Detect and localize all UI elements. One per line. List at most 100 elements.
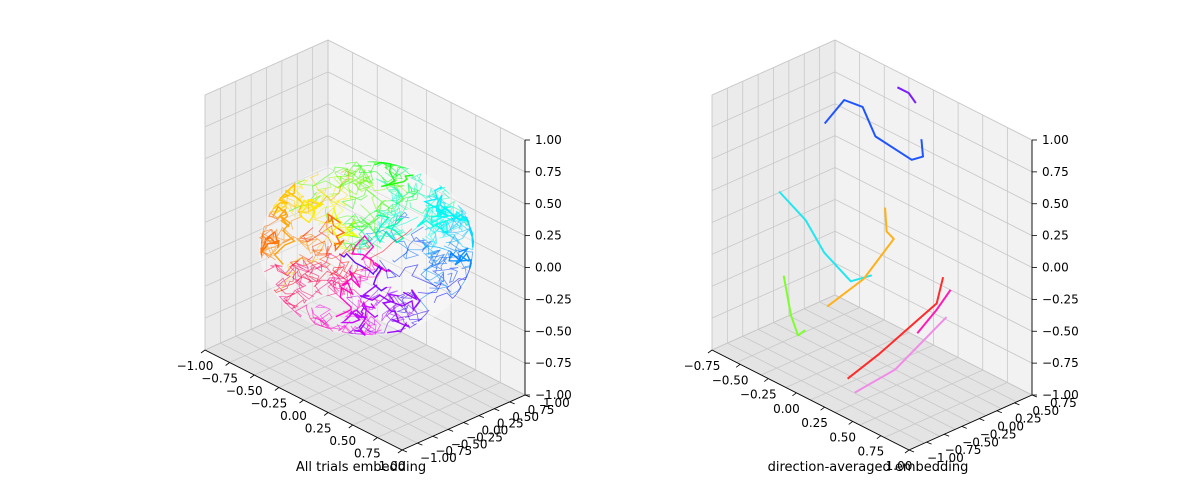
z-tick-label: 0.00	[1042, 261, 1069, 275]
trial-trajectory	[358, 209, 396, 250]
trial-trajectory	[435, 208, 452, 239]
trial-trajectory	[309, 228, 413, 281]
x-tick-label: 0.50	[829, 430, 856, 444]
x-tick	[876, 435, 882, 440]
grid-left-z	[204, 71, 329, 128]
trial-trajectory	[393, 182, 420, 206]
x-tick-label: 0.00	[773, 402, 800, 416]
trial-trajectory	[272, 186, 316, 213]
trial-trajectory	[389, 182, 437, 213]
trial-trajectory	[304, 196, 355, 219]
z-tick-label: −0.25	[1042, 292, 1079, 306]
trial-trajectory	[312, 185, 349, 229]
trial-trajectory	[424, 201, 454, 245]
y-tick	[943, 433, 950, 437]
x-tick-label: 1.00	[886, 459, 913, 473]
x-tick	[200, 349, 206, 354]
caption-all-trials: All trials embedding	[296, 460, 426, 475]
trial-trajectory	[345, 286, 392, 326]
grid-floor-x	[327, 357, 452, 413]
trial-trajectory	[273, 260, 303, 293]
trial-trajectory	[430, 249, 461, 269]
y-tick-label: 0.25	[1015, 412, 1042, 426]
trial-trajectory	[329, 243, 359, 277]
y-tick-label: 0.75	[1050, 396, 1077, 410]
trial-trajectory	[326, 264, 382, 297]
y-tick	[463, 422, 469, 425]
trial-trajectory	[291, 270, 351, 298]
x-tick-label: 0.25	[801, 416, 828, 430]
x-tick-label: 0.50	[329, 434, 356, 448]
x-tick	[792, 392, 797, 397]
trial-trajectory	[274, 226, 325, 256]
y-tick-label: −0.50	[962, 435, 999, 449]
x-tick	[848, 421, 853, 425]
series-line	[896, 86, 917, 104]
x-tick-label: −0.25	[740, 388, 777, 402]
x-tick	[250, 374, 255, 379]
x-tick-label: 1.00	[379, 459, 406, 473]
grid-floor-y	[819, 301, 1017, 403]
y-tick	[979, 418, 985, 421]
y-tick-label: 0.50	[1032, 404, 1059, 418]
z-tick-label: −0.25	[535, 292, 572, 306]
y-tick-label: 0.75	[528, 403, 555, 417]
y-tick-label: 1.00	[543, 396, 570, 410]
trial-trajectory	[268, 194, 297, 214]
trial-trajectory	[434, 241, 474, 270]
trial-trajectory	[311, 240, 371, 260]
trial-trajectory	[264, 264, 296, 309]
panel-all-trials: −1.00−0.75−0.50−0.250.000.250.500.751.00…	[177, 39, 572, 473]
y-axis-line	[908, 394, 1033, 451]
trial-trajectory	[433, 268, 471, 304]
y-tick	[432, 435, 438, 439]
grid-floor-y	[266, 322, 464, 423]
y-tick-label: −0.75	[945, 443, 982, 457]
x-tick-label: −0.25	[250, 397, 287, 411]
x-tick-label: 0.75	[857, 445, 884, 459]
grid-floor-y	[312, 301, 510, 403]
x-tick-label: 0.25	[305, 422, 332, 436]
trial-trajectory	[355, 257, 376, 283]
trial-trajectory	[278, 296, 330, 329]
grid-back-z	[834, 135, 1033, 236]
y-tick	[961, 426, 967, 429]
grid-floor-x	[834, 357, 959, 413]
trial-trajectory	[324, 204, 376, 234]
grid-floor-x	[352, 369, 476, 426]
x-tick-label: −0.50	[712, 373, 749, 387]
trial-trajectory	[344, 161, 373, 183]
x-tick	[274, 387, 280, 391]
grid-back-z	[327, 135, 526, 236]
y-tick-label: 0.00	[997, 420, 1024, 434]
x-tick	[707, 349, 713, 354]
trial-trajectory	[379, 259, 442, 294]
trial-trajectory	[279, 231, 346, 292]
y-tick	[478, 415, 485, 418]
z-tick-label: 0.00	[535, 261, 562, 275]
z-tick-label: 0.50	[1042, 197, 1069, 211]
y-tick-label: −0.25	[980, 427, 1017, 441]
z-tick-label: 0.25	[1042, 229, 1069, 243]
trial-trajectory	[332, 207, 359, 240]
trial-trajectory	[399, 290, 423, 329]
grid-floor-x	[859, 369, 983, 426]
z-tick-label: −1.00	[535, 388, 572, 402]
z-tick-label: 1.00	[1042, 133, 1069, 147]
y-tick-label: 0.50	[512, 410, 539, 424]
y-tick	[494, 408, 500, 412]
series-line	[846, 276, 945, 380]
y-tick	[1014, 402, 1020, 406]
trial-trajectory	[295, 168, 357, 189]
trial-trajectory	[260, 228, 276, 261]
grid-back-z	[327, 103, 526, 205]
grid-back-z	[327, 39, 526, 141]
z-tick-label: −1.00	[1042, 388, 1079, 402]
x-tick-label: 0.75	[354, 447, 381, 461]
trial-trajectory	[265, 229, 291, 258]
x-tick	[735, 363, 741, 368]
trial-trajectory	[420, 253, 448, 289]
grid-floor-y	[788, 315, 987, 416]
trial-trajectory	[350, 315, 382, 336]
trial-trajectory	[338, 252, 388, 292]
